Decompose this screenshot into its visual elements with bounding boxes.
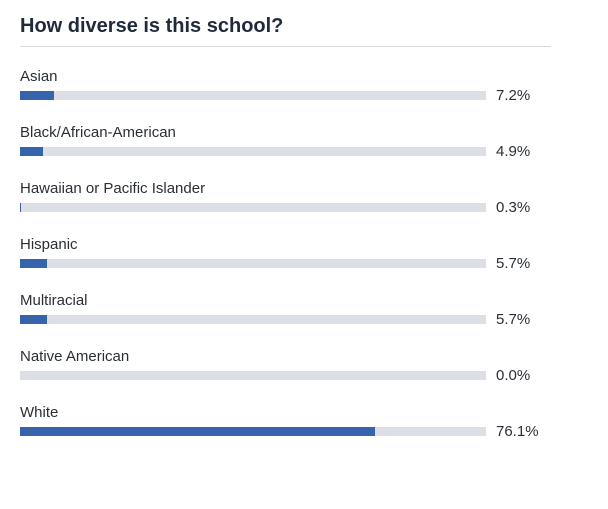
page-title: How diverse is this school? [20, 15, 284, 37]
category-label: Hispanic [20, 236, 78, 253]
category-label: Hawaiian or Pacific Islander [20, 180, 206, 197]
chart-row: Asian 7.2% [20, 68, 580, 124]
title-divider [20, 46, 551, 47]
category-label: Black/African-American [20, 124, 176, 141]
bar-track [20, 259, 486, 268]
value-label: 5.7% [496, 311, 531, 328]
category-label: White [20, 404, 59, 421]
bar-fill [20, 203, 22, 212]
chart-row: Multiracial 5.7% [20, 292, 580, 348]
value-label: 4.9% [496, 143, 531, 160]
bar-fill [20, 147, 43, 156]
chart-row: Hawaiian or Pacific Islander 0.3% [20, 180, 580, 236]
bar-fill [20, 315, 47, 324]
bar-fill [20, 259, 47, 268]
bar-track [20, 91, 486, 100]
diversity-bar-chart: Asian 7.2% Black/African-American 4.9% Hawai… [20, 68, 580, 460]
value-label: 7.2% [496, 87, 531, 104]
bar-track [20, 203, 486, 212]
value-label: 76.1% [496, 423, 539, 440]
chart-row: Native American 0.0% [20, 348, 580, 404]
chart-row: Hispanic 5.7% [20, 236, 580, 292]
value-label: 0.0% [496, 367, 531, 384]
chart-row: Black/African-American 4.9% [20, 124, 580, 180]
value-label: 5.7% [496, 255, 531, 272]
category-label: Native American [20, 348, 130, 365]
bar-track [20, 371, 486, 380]
chart-row: White 76.1% [20, 404, 580, 460]
bar-fill [20, 91, 54, 100]
bar-track [20, 427, 486, 436]
bar-track [20, 147, 486, 156]
category-label: Multiracial [20, 292, 88, 309]
category-label: Asian [20, 68, 58, 85]
bar-track [20, 315, 486, 324]
bar-fill [20, 427, 375, 436]
value-label: 0.3% [496, 199, 531, 216]
